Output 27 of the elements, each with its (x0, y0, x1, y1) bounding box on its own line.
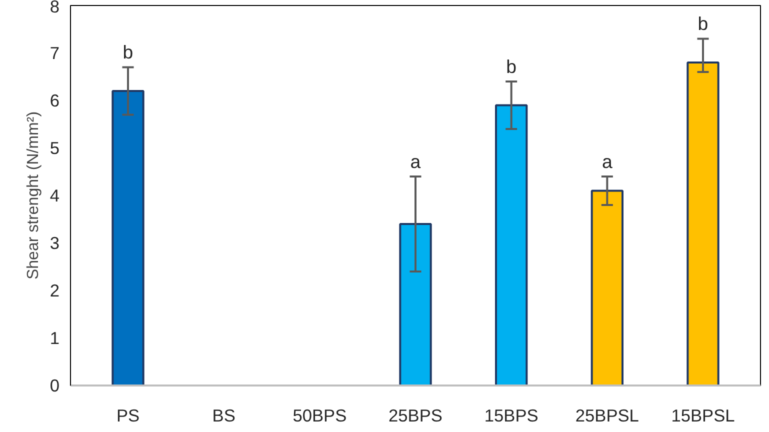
y-tick-label: 0 (50, 376, 60, 396)
bar (399, 223, 432, 386)
x-tick-label: BS (212, 406, 236, 426)
bar (686, 62, 720, 386)
y-tick-label: 7 (50, 43, 60, 63)
annotation: a (410, 150, 422, 172)
y-tick-label: 6 (50, 90, 60, 110)
x-tick-label: 25BPS (388, 406, 442, 426)
y-tick-label: 8 (50, 0, 60, 16)
x-tick-label: 15BPSL (671, 406, 736, 426)
y-axis-title: Shear strenght (N/mm²) (24, 111, 42, 280)
x-tick-label: PS (116, 406, 140, 426)
bar (590, 190, 624, 386)
annotation: b (506, 56, 517, 77)
bar (495, 104, 528, 386)
y-tick-label: 2 (50, 280, 60, 300)
x-tick-label: 25BPSL (575, 406, 640, 426)
y-tick-label: 3 (50, 233, 60, 253)
x-tick-label: 50BPS (292, 406, 347, 426)
y-tick-label: 1 (50, 328, 60, 348)
annotation: b (122, 42, 134, 62)
bar (112, 90, 144, 386)
y-tick-label: 4 (50, 186, 60, 206)
annotation: b (698, 13, 708, 34)
y-tick-label: 5 (50, 138, 60, 158)
annotation: a (602, 150, 613, 172)
x-tick-label: 15BPS (484, 406, 538, 426)
